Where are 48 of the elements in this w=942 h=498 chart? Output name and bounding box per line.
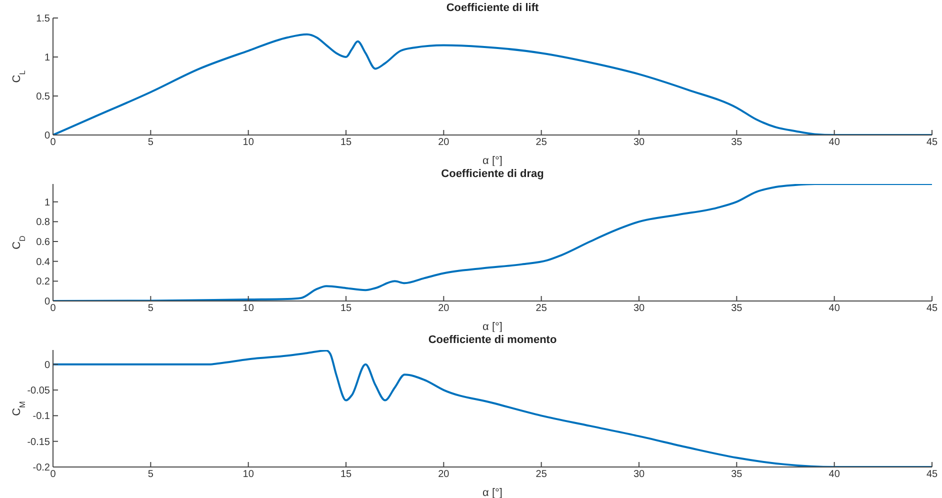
y-tick-label: 1: [44, 197, 50, 208]
y-tick-label: 0.4: [36, 256, 50, 268]
x-tick-label: 40: [828, 137, 840, 148]
x-tick-label: 20: [438, 469, 450, 480]
x-tick-label: 10: [242, 137, 254, 148]
y-tick-label: -0.05: [27, 386, 50, 397]
x-tick-label: 15: [340, 303, 352, 314]
y-tick-label: 0.2: [36, 276, 50, 288]
x-tick-label: 40: [828, 303, 840, 314]
x-tick-label: 25: [536, 303, 548, 314]
y-tick-label: 1: [44, 52, 50, 64]
y-tick-label: 0.5: [36, 92, 50, 103]
x-tick-label: 15: [340, 469, 352, 480]
chart-title: Coefficiente di drag: [440, 168, 545, 180]
x-tick-label: 45: [926, 469, 938, 480]
line-series: [53, 184, 932, 301]
x-tick-label: 30: [633, 303, 645, 314]
line-series: [53, 350, 932, 467]
y-tick-label: -0.1: [32, 411, 50, 422]
x-tick-label: 5: [148, 469, 154, 480]
x-axis-title: α [°]: [482, 487, 502, 498]
x-tick-label: 45: [926, 303, 938, 314]
y-tick-label: 1.5: [36, 14, 50, 25]
chart-title: Coefficiente di momento: [427, 334, 558, 346]
x-tick-label: 20: [438, 137, 450, 148]
x-tick-label: 5: [148, 303, 154, 314]
x-tick-label: 5: [148, 137, 154, 148]
y-tick-label: -0.2: [32, 462, 50, 474]
x-tick-label: 30: [633, 137, 645, 148]
x-tick-label: 40: [828, 469, 840, 480]
x-tick-label: 15: [340, 137, 352, 148]
y-tick-label: -0.15: [27, 436, 50, 448]
x-tick-label: 35: [731, 469, 743, 480]
x-tick-label: 25: [536, 469, 548, 480]
x-tick-label: 30: [633, 469, 645, 480]
x-tick-label: 10: [242, 469, 254, 480]
x-tick-label: 20: [438, 303, 450, 314]
x-tick-label: 25: [536, 137, 548, 148]
y-tick-label: 0.6: [36, 237, 50, 248]
y-tick-label: 0: [44, 360, 50, 371]
x-axis-title: α [°]: [482, 321, 502, 333]
x-tick-label: 35: [731, 137, 743, 148]
y-tick-label: 0.8: [36, 217, 50, 228]
x-tick-label: 45: [926, 137, 938, 148]
x-tick-label: 35: [731, 303, 743, 314]
x-axis-title: α [°]: [482, 155, 502, 167]
chart-title: Coefficiente di lift: [445, 2, 540, 14]
x-tick-label: 10: [242, 303, 254, 314]
